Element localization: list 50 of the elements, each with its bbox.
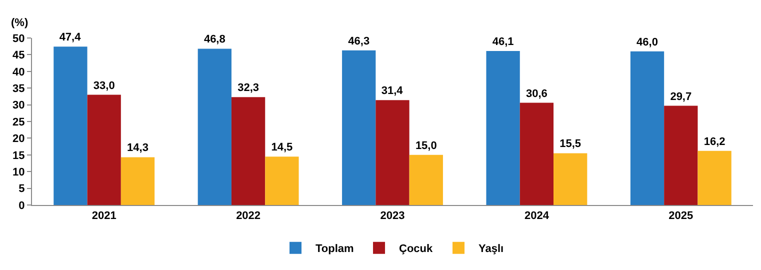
data-label: 32,3 <box>238 82 260 94</box>
data-label: 47,4 <box>59 32 82 44</box>
y-tick-label: 10 <box>12 166 25 178</box>
y-tick-label: 30 <box>12 100 25 112</box>
bar <box>120 157 155 205</box>
data-label: 30,6 <box>526 88 548 100</box>
bar <box>554 153 588 205</box>
bar <box>664 106 698 205</box>
y-tick-label: 15 <box>12 150 25 162</box>
data-label: 15,5 <box>560 138 582 150</box>
y-tick-label: 40 <box>12 66 25 78</box>
data-label: 16,2 <box>704 136 726 148</box>
data-label: 31,4 <box>381 85 404 98</box>
data-label: 33,0 <box>93 80 115 92</box>
bar <box>409 154 443 205</box>
y-tick-label: 35 <box>12 82 25 95</box>
y-tick-label: 25 <box>12 116 25 128</box>
x-tick-label: 2022 <box>236 210 261 222</box>
y-axis-title: (%) <box>11 17 28 29</box>
x-tick-label: 2025 <box>668 210 694 222</box>
data-label: 14,5 <box>271 142 293 154</box>
bar <box>231 97 266 205</box>
bar <box>520 102 554 205</box>
data-label: 15,0 <box>415 140 437 152</box>
legend-label: Toplam <box>316 243 354 256</box>
bar <box>342 50 376 205</box>
y-tick-label: 50 <box>12 32 25 45</box>
bar <box>376 100 410 205</box>
data-label: 14,3 <box>127 142 148 154</box>
bar <box>630 51 664 205</box>
y-tick-label: 0 <box>18 200 25 212</box>
bar <box>87 94 121 205</box>
bar <box>265 156 299 205</box>
x-tick-label: 2021 <box>92 210 116 222</box>
x-tick-label: 2024 <box>524 210 550 222</box>
data-label: 29,7 <box>670 90 692 103</box>
data-label: 46,8 <box>204 34 226 46</box>
bar <box>486 51 520 205</box>
bar <box>54 46 88 205</box>
y-tick-label: 5 <box>18 183 25 196</box>
y-tick-label: 45 <box>12 50 25 62</box>
bar <box>698 150 732 205</box>
legend-label: Çocuk <box>399 243 434 256</box>
bar <box>198 48 232 205</box>
data-label: 46,1 <box>492 36 514 48</box>
legend-label: Yaşlı <box>478 243 504 256</box>
x-tick-label: 2023 <box>380 210 405 222</box>
y-tick-label: 20 <box>12 133 25 146</box>
data-label: 46,0 <box>636 36 658 48</box>
data-label: 46,3 <box>348 35 370 48</box>
